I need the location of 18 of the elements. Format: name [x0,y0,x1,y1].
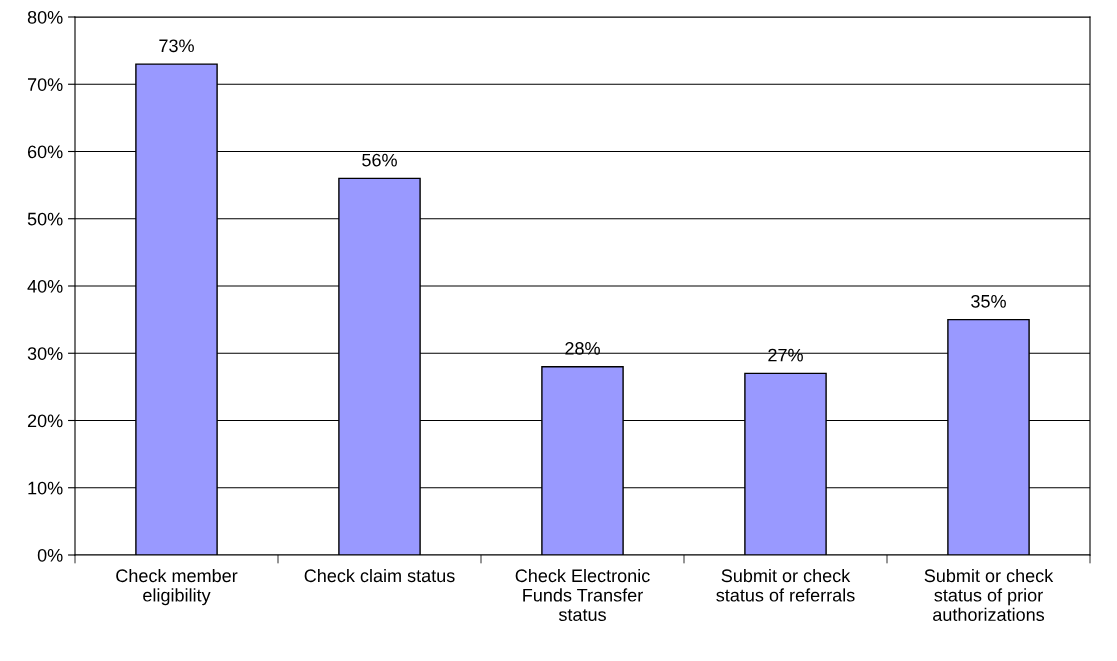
data-label: 28% [565,342,600,355]
data-label: 35% [971,294,1006,308]
y-tick-label: 0% [37,548,63,562]
data-label: 56% [362,153,397,167]
x-tick-label: Check Electronic Funds Transfer status [515,568,650,622]
y-tick-label: 10% [28,481,63,495]
y-tick-label: 60% [27,145,63,159]
y-tick-label: 70% [27,78,63,91]
x-tick-label: Submit or check status of prior authorizations [924,568,1054,622]
y-tick-label: 40% [27,279,63,293]
y-tick-label: 80% [27,10,63,24]
x-tick-label: Check member eligibility [116,568,238,606]
y-tick-label: 30% [27,347,63,360]
x-tick-label: Submit or check status of referrals [716,568,855,602]
x-tick-label: Check claim status [304,568,455,583]
y-tick-label: 20% [27,414,63,428]
y-tick-label: 50% [27,212,63,226]
data-label: 73% [159,39,194,53]
